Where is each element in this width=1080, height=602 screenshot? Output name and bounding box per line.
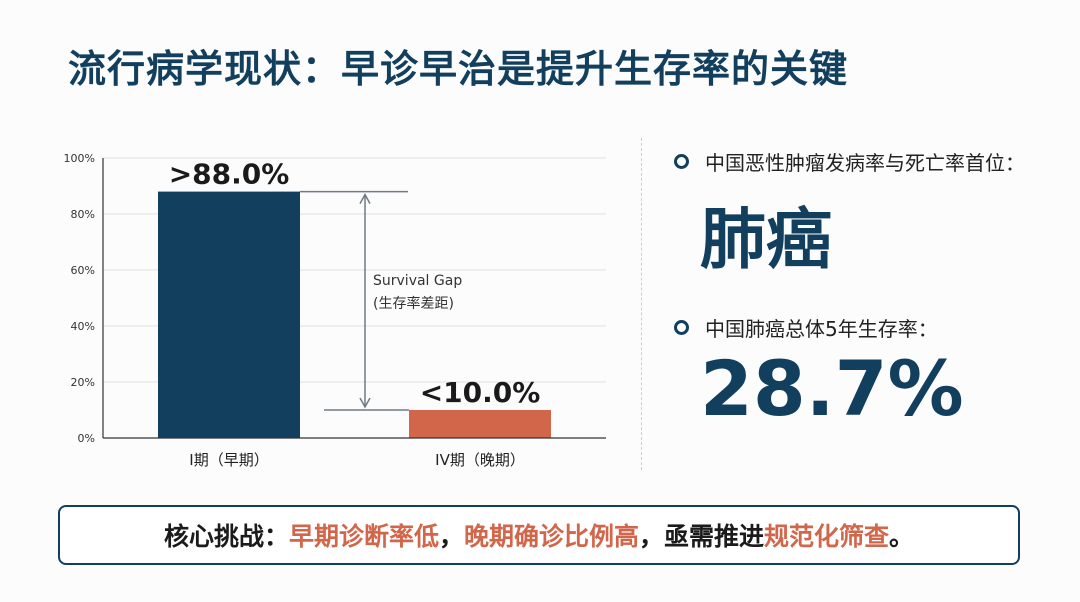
stat-survival-label: 中国肺癌总体5年生存率：: [705, 317, 938, 341]
stat-survival-row: 中国肺癌总体5年生存率：: [674, 313, 938, 342]
y-tick-label: 40%: [71, 320, 95, 333]
y-tick-label: 100%: [64, 152, 95, 165]
arrow-up-icon: [359, 193, 371, 204]
gap-annotation-line2: (生存率差距): [373, 295, 454, 312]
bullet-ring-icon: [674, 154, 689, 169]
core-challenge-banner: 核心挑战： 早期诊断率低，晚期确诊比例高 ，亟需推进 规范化筛查。: [58, 505, 1020, 565]
y-tick-label: 0%: [78, 432, 95, 445]
banner-separator: ，亟需推进: [639, 522, 765, 551]
banner-highlight-late-stage: 晚期确诊比例高: [463, 522, 639, 551]
stat-incidence-label: 中国恶性肿瘤发病率与死亡率首位：: [705, 151, 1025, 175]
bullet-ring-icon: [674, 320, 689, 335]
vertical-divider: [641, 138, 642, 470]
banner-highlight-screening: 规范化筛查: [764, 522, 890, 551]
banner-end: 。: [889, 522, 915, 551]
arrow-down-icon: [359, 397, 371, 409]
chart-svg: 0% 20% 40% 60% 80% 100% >88.0% I期（早期） <10.0% IV期（…: [64, 152, 606, 469]
bar: [409, 410, 551, 438]
survival-bar-chart: 0% 20% 40% 60% 80% 100% >88.0% I期（早期） <10.0% IV期（…: [58, 140, 618, 480]
data-label: >88.0%: [169, 158, 290, 191]
y-tick-label: 80%: [71, 208, 95, 221]
x-tick-label: I期（早期）: [189, 451, 268, 469]
stat-survival-value: 28.7%: [700, 344, 964, 433]
y-tick-label: 60%: [71, 264, 95, 277]
x-tick-label: IV期（晚期）: [435, 451, 525, 469]
stat-incidence-row: 中国恶性肿瘤发病率与死亡率首位：: [674, 147, 1025, 176]
data-label: <10.0%: [420, 376, 541, 409]
bar: [158, 191, 300, 438]
y-tick-label: 20%: [71, 376, 95, 389]
gap-annotation-line1: Survival Gap: [373, 273, 462, 289]
page-title: 流行病学现状：早诊早治是提升生存率的关键: [68, 47, 849, 91]
stat-incidence-value: 肺癌: [700, 201, 832, 278]
banner-separator: ，: [438, 522, 464, 551]
banner-lead: 核心挑战：: [163, 522, 289, 551]
banner-highlight-early-diagnosis: 早期诊断率低: [288, 522, 439, 551]
